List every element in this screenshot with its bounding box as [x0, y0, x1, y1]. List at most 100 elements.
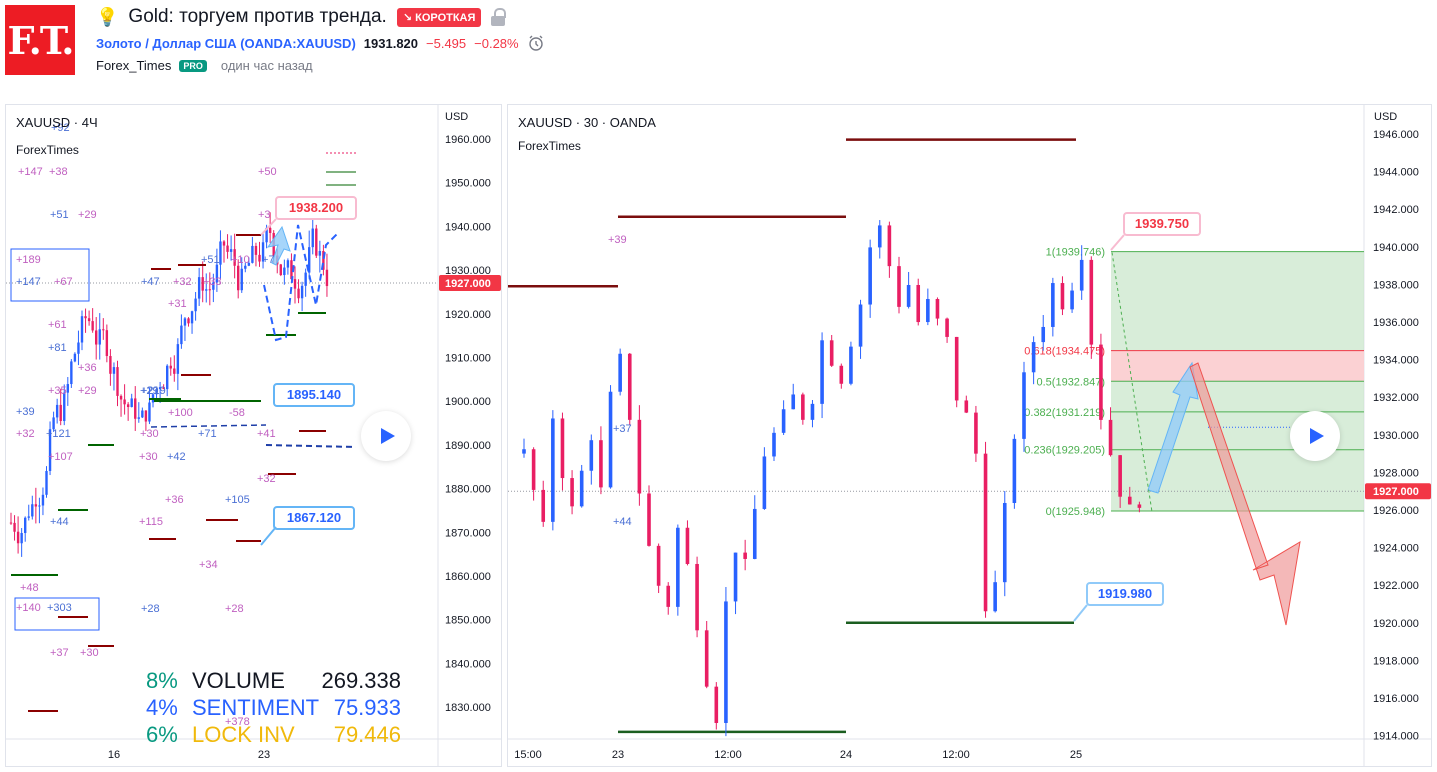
level-label: +147 — [18, 166, 43, 178]
time-tick: 23 — [258, 749, 270, 761]
candle-body — [897, 266, 901, 307]
candle-body — [849, 346, 853, 384]
selection-box — [14, 597, 100, 631]
level-label: +147 — [16, 276, 41, 288]
candle-body — [695, 563, 699, 631]
level-label: +37 — [613, 423, 632, 435]
price-tick: 1936.000 — [1373, 317, 1419, 329]
level-label: -58 — [229, 407, 245, 419]
candle-body — [247, 262, 251, 266]
price-tick: 1950.000 — [445, 178, 491, 190]
candle-body — [935, 298, 940, 319]
price-tick: 1860.000 — [445, 571, 491, 583]
candle-body — [197, 277, 201, 299]
time-tick: 25 — [1070, 749, 1082, 761]
candle-body — [212, 282, 215, 290]
candle-body — [59, 404, 62, 422]
candle-body — [194, 298, 197, 312]
chart-4h-canvas[interactable]: 1960.000 1950.000 1940.000 1930.000 1920.000… — [6, 105, 502, 767]
arrow-down-icon — [1189, 362, 1301, 626]
stat-name: VOLUME — [192, 668, 285, 693]
stat-value: 269.338 — [321, 668, 401, 693]
symbol-link[interactable]: Золото / Доллар США (OANDA:XAUUSD) — [96, 35, 356, 51]
price-tick: 1944.000 — [1373, 167, 1419, 179]
candle-body — [322, 251, 325, 270]
level-label: +81 — [48, 342, 67, 354]
candle-body — [1031, 342, 1036, 373]
published-time: один час назад — [220, 58, 313, 73]
price-tick: 1928.000 — [1373, 467, 1419, 479]
play-button[interactable] — [361, 411, 411, 461]
candle-body — [240, 268, 243, 291]
price-callout-value: 1919.980 — [1098, 586, 1152, 601]
price-tick: 1930.000 — [1373, 430, 1419, 442]
candle-body — [945, 318, 949, 337]
play-button[interactable] — [1290, 411, 1340, 461]
candle-body — [1022, 372, 1026, 439]
price-tick: 1946.000 — [1373, 129, 1419, 141]
dashed-level — [150, 424, 267, 428]
candle-body — [105, 330, 109, 357]
candle-body — [91, 321, 94, 331]
price-callout — [273, 383, 355, 407]
lock-icon — [491, 8, 507, 26]
candle-body — [993, 582, 997, 612]
change-pct: −0.28% — [474, 35, 519, 51]
candle-body — [637, 419, 642, 494]
candle-body — [70, 361, 73, 385]
candle-body — [839, 365, 844, 384]
candle-body — [1127, 496, 1132, 505]
level-label: +38 — [49, 166, 68, 178]
candle-body — [45, 470, 48, 495]
stat-percent: 4% — [146, 695, 178, 720]
level-label: +32 — [16, 428, 35, 440]
candle-body — [820, 340, 824, 404]
candle-body — [743, 552, 747, 559]
time-tick: 12:00 — [714, 749, 742, 761]
candle-body — [173, 368, 176, 374]
chart-4h[interactable]: 1960.000 1950.000 1940.000 1930.000 1920.000… — [5, 104, 502, 767]
level-label: +71 — [198, 428, 217, 440]
candle-body — [134, 398, 137, 419]
candle-body — [162, 387, 165, 390]
candle-body — [180, 325, 183, 345]
time-tick: 23 — [612, 749, 624, 761]
callout-pointer — [260, 526, 277, 546]
level-label: +107 — [48, 451, 73, 463]
candle-body — [222, 241, 226, 246]
level-label: +92 — [51, 122, 70, 134]
candle-body — [123, 399, 126, 405]
candle-body — [318, 251, 322, 256]
author-name[interactable]: Forex_Times — [96, 58, 172, 73]
candle-body — [1089, 259, 1094, 345]
level-label: +28 — [141, 603, 160, 615]
price-tick: 1930.000 — [445, 265, 491, 277]
level-label: +34 — [199, 559, 218, 571]
brand-logo[interactable]: F.T. — [5, 5, 75, 75]
candle-body — [1012, 438, 1017, 503]
candle-body — [618, 353, 622, 392]
candle-body — [169, 365, 172, 369]
price-tick: 1922.000 — [1373, 580, 1419, 592]
candle-body — [190, 311, 194, 324]
candle-body — [251, 245, 254, 263]
price-tick: 1940.000 — [1373, 242, 1419, 254]
candle-body — [166, 365, 169, 390]
candle-body — [20, 533, 23, 544]
chart-30m-canvas[interactable]: 1946.000 1944.000 1942.000 1940.000 1938.000… — [508, 105, 1432, 767]
candle-body — [1002, 502, 1007, 583]
currency-label: USD — [1374, 111, 1398, 123]
price-callout-value: 1939.750 — [1135, 216, 1189, 231]
level-label: +115 — [139, 516, 163, 528]
candle-body — [983, 453, 988, 612]
last-price-value: 1927.000 — [1373, 486, 1419, 498]
candle-body — [265, 227, 268, 243]
candle-body — [27, 516, 30, 518]
candle-body — [887, 225, 892, 267]
candle-body — [666, 585, 671, 607]
chart-30m[interactable]: 1946.000 1944.000 1942.000 1940.000 1938.000… — [507, 104, 1432, 767]
candle-body — [16, 531, 20, 544]
candle-body — [268, 227, 272, 233]
alarm-clock-icon[interactable] — [527, 34, 545, 52]
price-tick: 1924.000 — [1373, 543, 1419, 555]
